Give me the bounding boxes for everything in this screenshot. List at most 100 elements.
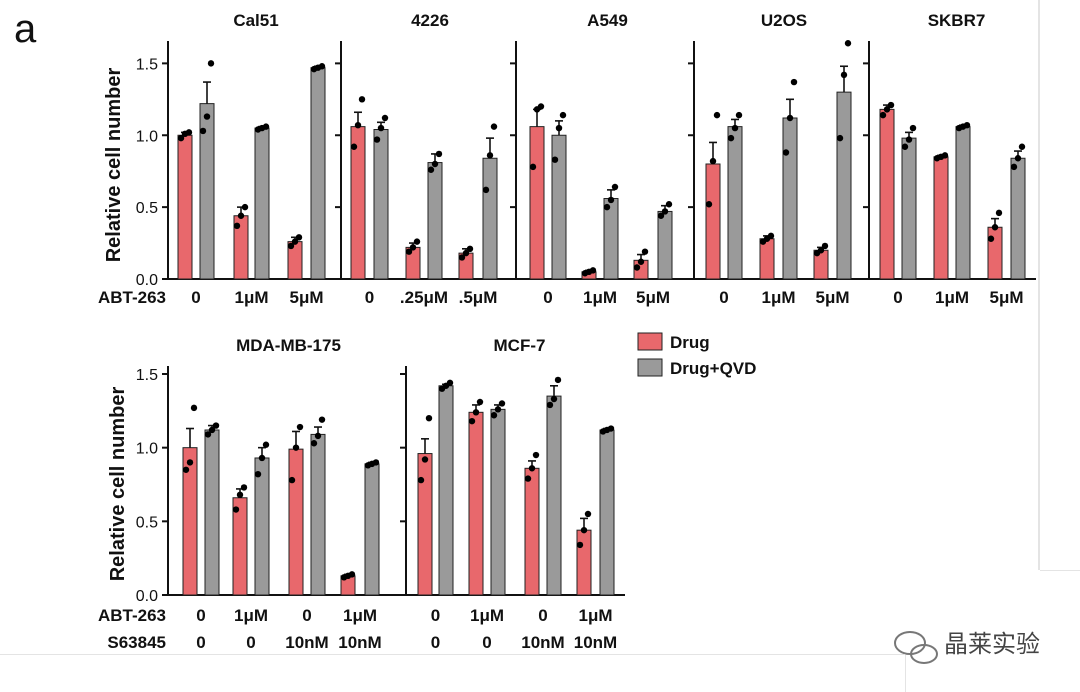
data-point <box>494 406 502 413</box>
bar-drug <box>576 529 592 596</box>
chart-panel-5: SKBR7 0 1μM 5μM <box>863 11 1036 307</box>
data-point <box>909 124 917 132</box>
bar-drug <box>468 411 484 596</box>
bar-qvd <box>955 126 971 280</box>
chart-panel-1: Cal51 0.0 0.5 1.0 1.5 0 1μM 5μM <box>136 11 336 307</box>
data-point <box>190 404 198 412</box>
x-tick-label: 0 <box>543 288 552 307</box>
x-tick-label: 1μM <box>761 288 795 307</box>
data-point <box>529 163 537 171</box>
legend-swatch-drug <box>637 332 663 351</box>
data-point <box>296 423 304 431</box>
data-point <box>840 71 848 79</box>
frame-line-right-bottom <box>1040 570 1080 571</box>
x-tick-label: 0 <box>893 288 902 307</box>
data-point <box>310 440 318 447</box>
x-tick-label: 5μM <box>636 288 670 307</box>
data-point <box>212 422 220 429</box>
bar-qvd <box>782 117 798 280</box>
data-point <box>350 143 358 150</box>
x-tick-label: 0 <box>191 288 200 307</box>
data-point <box>462 249 470 257</box>
data-point <box>405 248 413 255</box>
data-point <box>468 417 476 425</box>
x-tick-label-second: 10nM <box>338 633 381 652</box>
data-point <box>417 476 425 484</box>
x-tick-label-second: 10nM <box>285 633 328 652</box>
legend-swatch-qvd <box>637 358 663 377</box>
data-point <box>641 248 649 255</box>
bar-drug <box>987 226 1003 280</box>
chart-panel-4: U2OS 0 1μM 5μM <box>688 11 866 307</box>
bar-qvd <box>373 129 389 280</box>
data-point <box>292 444 300 451</box>
x-tick-label: 0 <box>302 606 311 625</box>
data-point <box>559 111 567 119</box>
chart-panel-2: 4226 0 .25μM .5μM <box>335 11 511 307</box>
data-point <box>472 409 480 416</box>
data-point <box>576 541 584 549</box>
data-point <box>554 376 562 384</box>
data-point <box>905 136 913 143</box>
data-point <box>589 267 597 274</box>
x-tick-label: 1μM <box>935 288 969 307</box>
data-point <box>427 166 435 173</box>
y-tick-label: 0.5 <box>136 514 158 531</box>
legend-label: Drug <box>670 333 710 352</box>
chart-title: U2OS <box>761 11 807 30</box>
x-tick-label: 1μM <box>343 606 377 625</box>
data-point <box>314 432 322 440</box>
data-point <box>1010 163 1018 171</box>
legend: Drug Drug+QVD <box>637 332 756 378</box>
bar-qvd <box>438 385 454 596</box>
bar-drug <box>177 134 193 280</box>
data-point <box>735 111 743 119</box>
data-point <box>381 114 389 122</box>
frame-line-right <box>1038 0 1040 570</box>
bar-qvd <box>490 408 506 596</box>
data-point <box>941 152 949 159</box>
data-point <box>498 400 506 407</box>
data-point <box>836 134 844 142</box>
data-point <box>425 415 433 422</box>
data-point <box>373 136 381 143</box>
data-point <box>208 426 216 434</box>
data-point <box>262 123 270 130</box>
y-tick-label: 1.5 <box>136 56 158 73</box>
x-tick-label-second: 0 <box>431 633 440 652</box>
bar-qvd <box>546 395 562 596</box>
data-point <box>883 106 891 113</box>
frame-line-bottom <box>0 654 905 655</box>
row2-second-label: S63845 <box>107 633 166 652</box>
data-point <box>204 431 212 438</box>
bar-qvd <box>727 126 743 280</box>
data-point <box>446 379 454 387</box>
bar-drug <box>705 163 721 280</box>
x-tick-label-second: 10nM <box>574 633 617 652</box>
data-point <box>348 571 356 578</box>
chart-title: 4226 <box>411 11 449 30</box>
bar-drug <box>529 126 545 280</box>
data-point <box>318 416 326 423</box>
y-tick-label: 1.0 <box>136 441 158 458</box>
chart-panel-6: MDA-MB-175 0.0 0.5 1.0 1.5 0 0 1μM 0 0 10nM 1μM 10nM <box>136 336 401 652</box>
x-tick-label: 1μM <box>578 606 612 625</box>
data-point <box>482 186 490 194</box>
chart-title: Cal51 <box>233 11 278 30</box>
row2-treatment-label: ABT-263 <box>98 606 166 625</box>
data-point <box>786 114 794 122</box>
bar-qvd <box>901 137 917 280</box>
data-point <box>287 242 295 250</box>
data-point <box>186 459 194 466</box>
data-point <box>262 441 270 448</box>
x-tick-label-second: 0 <box>482 633 491 652</box>
data-point <box>295 234 303 241</box>
data-point <box>240 484 248 491</box>
x-tick-label: 1μM <box>234 288 268 307</box>
data-point <box>413 238 421 245</box>
chart-title: SKBR7 <box>928 11 986 30</box>
data-point <box>532 451 540 459</box>
y-tick-label: 0.0 <box>136 272 158 289</box>
data-point <box>537 103 545 110</box>
panel-label: a <box>14 7 37 51</box>
